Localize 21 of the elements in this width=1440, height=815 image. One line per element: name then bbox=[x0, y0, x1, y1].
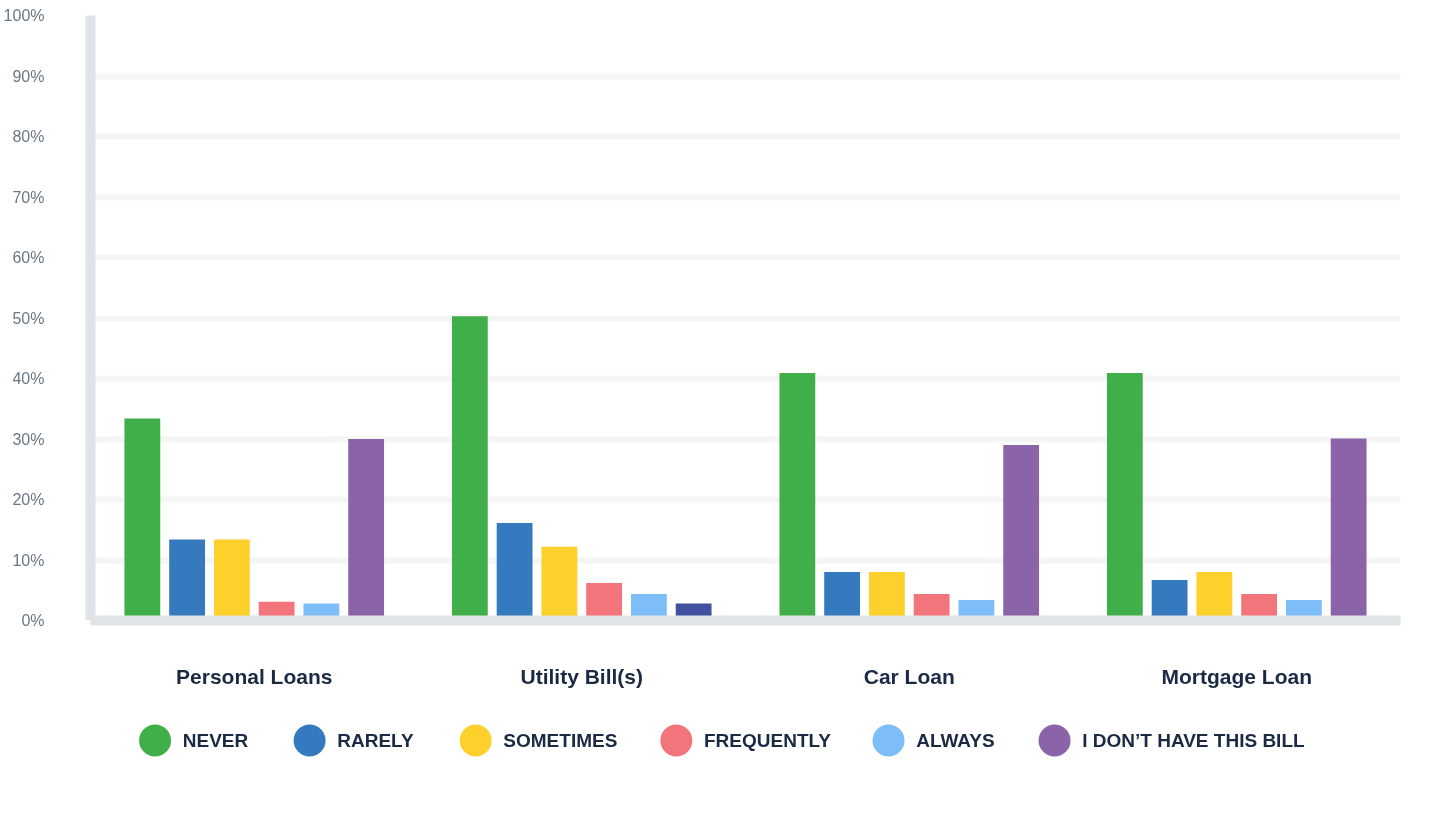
y-tick-label: 100% bbox=[3, 7, 45, 24]
legend-label: RARELY bbox=[337, 730, 414, 751]
y-tick-label: 10% bbox=[12, 551, 45, 569]
x-tick-label: Mortgage Loan bbox=[1161, 664, 1312, 688]
y-tick-label: 30% bbox=[12, 430, 45, 448]
legend-label: FREQUENTLY bbox=[703, 730, 832, 751]
legend-label: ALWAYS bbox=[916, 730, 995, 751]
y-tick-label: 20% bbox=[12, 491, 45, 508]
legend-label: SOMETIMES bbox=[503, 730, 618, 751]
y-tick-label: 60% bbox=[12, 249, 45, 266]
y-tick-label: 0% bbox=[21, 612, 45, 629]
y-tick-label: 70% bbox=[12, 188, 45, 206]
legend-label: NEVER bbox=[182, 730, 249, 751]
y-tick-label: 90% bbox=[12, 67, 45, 85]
x-tick-label: Personal Loans bbox=[176, 664, 333, 688]
y-tick-label: 40% bbox=[12, 370, 45, 387]
x-tick-label: Utility Bill(s) bbox=[520, 664, 644, 688]
y-tick-label: 80% bbox=[12, 128, 45, 145]
legend-label: I DON’T HAVE THIS BILL bbox=[1082, 730, 1305, 751]
y-tick-label: 50% bbox=[12, 309, 45, 327]
x-tick-label: Car Loan bbox=[863, 664, 955, 688]
